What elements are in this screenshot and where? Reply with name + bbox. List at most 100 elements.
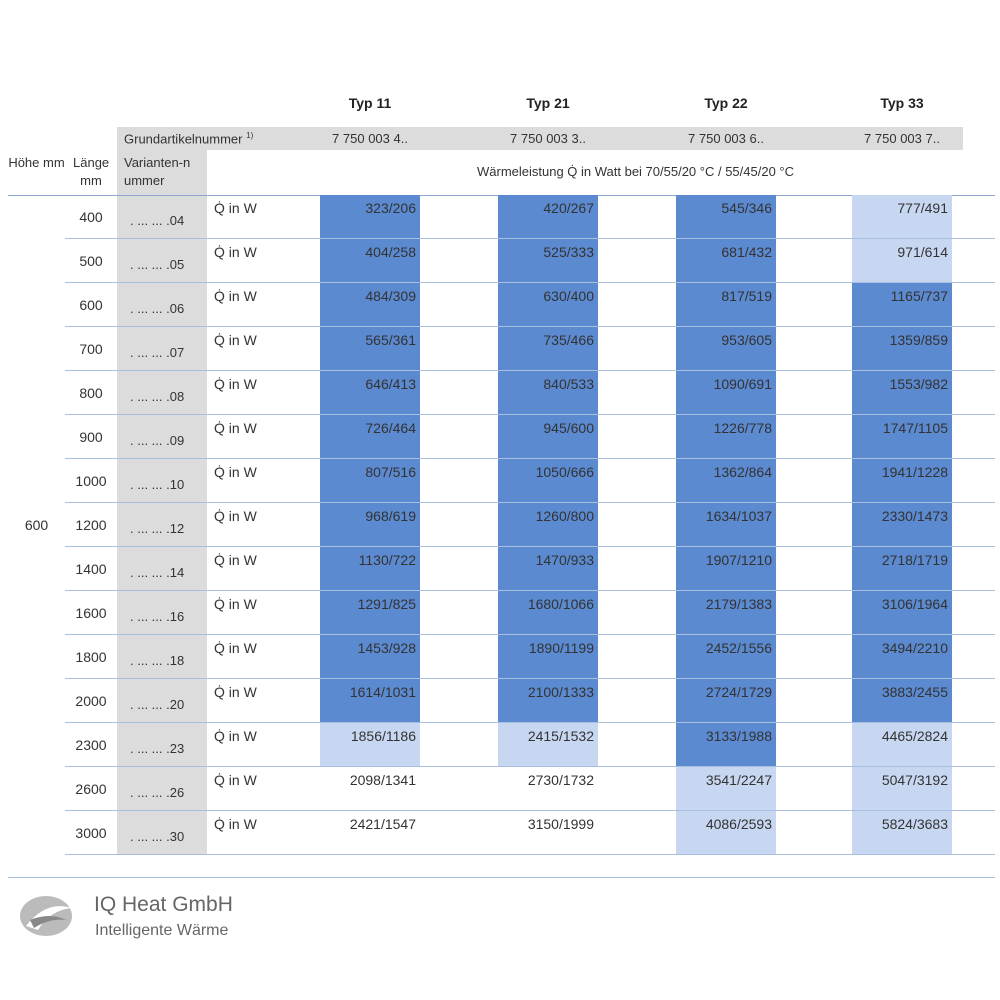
hoehe: 600	[24, 517, 49, 533]
value: 3883/2455	[881, 684, 948, 700]
variante: . ... ... .26	[130, 785, 185, 800]
laenge: 2600	[75, 781, 107, 797]
laenge: 1800	[75, 649, 107, 665]
value: 3133/1988	[705, 728, 772, 744]
laenge: 500	[79, 253, 103, 269]
value: 840/533	[543, 376, 594, 392]
value: 1890/1199	[528, 640, 594, 656]
row-label: Q̇ in W	[214, 508, 257, 524]
cell-shade	[320, 371, 420, 415]
company: IQ Heat GmbH	[94, 893, 233, 916]
value: 2179/1383	[705, 596, 772, 612]
cell-shade	[498, 723, 598, 767]
laenge: 1400	[75, 561, 107, 577]
article-number: 7 750 003 7..	[864, 131, 940, 146]
cell-shade	[852, 459, 952, 503]
cell-shade	[676, 415, 776, 459]
article-row-bg	[117, 127, 963, 150]
laenge: 2300	[75, 737, 107, 753]
value: 735/466	[543, 332, 594, 348]
row-label: Q̇ in W	[214, 244, 257, 260]
cell-shade	[676, 327, 776, 371]
variante: . ... ... .10	[130, 477, 185, 492]
value: 1090/691	[713, 376, 772, 392]
cell-shade	[852, 635, 952, 679]
value: 1260/800	[535, 508, 594, 524]
variante: . ... ... .30	[130, 829, 185, 844]
value: 1453/928	[357, 640, 416, 656]
value: 971/614	[897, 244, 948, 260]
cell-shade	[320, 503, 420, 547]
cell-shade	[852, 415, 952, 459]
value: 1680/1066	[527, 596, 594, 612]
cell-shade	[676, 723, 776, 767]
laenge: 1600	[75, 605, 107, 621]
cell-shade	[320, 679, 420, 723]
row-label: Q̇ in W	[214, 684, 257, 700]
col-variante: Varianten-nummer	[124, 155, 191, 188]
cell-shade	[852, 547, 952, 591]
variante: . ... ... .16	[130, 609, 185, 624]
cell-shade	[852, 283, 952, 327]
value: 1941/1228	[881, 464, 948, 480]
cell-shade	[498, 591, 598, 635]
cell-shade	[498, 195, 598, 239]
cell-shade	[498, 679, 598, 723]
variante: . ... ... .08	[130, 389, 185, 404]
cell-shade	[498, 371, 598, 415]
row-label: Q̇ in W	[214, 464, 257, 480]
row-label: Q̇ in W	[214, 200, 257, 216]
value: 953/605	[721, 332, 772, 348]
article-number: 7 750 003 6..	[688, 131, 764, 146]
value: 2100/1333	[527, 684, 594, 700]
value: 404/258	[365, 244, 416, 260]
cell-shade	[320, 723, 420, 767]
article-label-text: Grundartikelnummer	[124, 131, 243, 147]
cell-shade	[852, 591, 952, 635]
value: 2724/1729	[705, 684, 772, 700]
cell-shade	[676, 635, 776, 679]
laenge: 600	[79, 297, 103, 313]
cell-shade	[852, 503, 952, 547]
cell-shade	[676, 503, 776, 547]
row-label: Q̇ in W	[214, 816, 257, 832]
value: 726/464	[365, 420, 416, 436]
value: 525/333	[543, 244, 594, 260]
value: 2098/1341	[349, 772, 416, 788]
cell-shade	[852, 811, 952, 855]
cell-shade	[676, 679, 776, 723]
value: 1130/722	[358, 552, 416, 568]
row-line	[65, 414, 995, 415]
value: 3150/1999	[527, 816, 594, 832]
variante: . ... ... .18	[130, 653, 185, 668]
value: 5824/3683	[881, 816, 948, 832]
variante: . ... ... .14	[130, 565, 185, 580]
value: 1614/1031	[349, 684, 416, 700]
value: 1226/778	[713, 420, 772, 436]
cell-shade	[498, 327, 598, 371]
value: 1856/1186	[350, 728, 416, 744]
bottom-line	[8, 877, 995, 878]
cell-shade	[498, 415, 598, 459]
type-header: Typ 22	[704, 95, 748, 111]
cell-shade	[676, 239, 776, 283]
article-number: 7 750 003 4..	[332, 131, 408, 146]
laenge: 1000	[75, 473, 107, 489]
cell-shade	[676, 283, 776, 327]
laenge: 2000	[75, 693, 107, 709]
col-hoehe: Höhe mm	[8, 155, 65, 170]
logo	[20, 896, 72, 936]
row-label: Q̇ in W	[214, 332, 257, 348]
row-label: Q̇ in W	[214, 552, 257, 568]
value: 323/206	[365, 200, 416, 216]
value: 545/346	[721, 200, 772, 216]
row-line	[65, 326, 995, 327]
cell-shade	[320, 415, 420, 459]
type-header: Typ 21	[526, 95, 570, 111]
value: 817/519	[721, 288, 772, 304]
value: 4465/2824	[881, 728, 948, 744]
cell-shade	[852, 239, 952, 283]
variante: . ... ... .06	[130, 301, 185, 316]
row-line	[65, 282, 995, 283]
